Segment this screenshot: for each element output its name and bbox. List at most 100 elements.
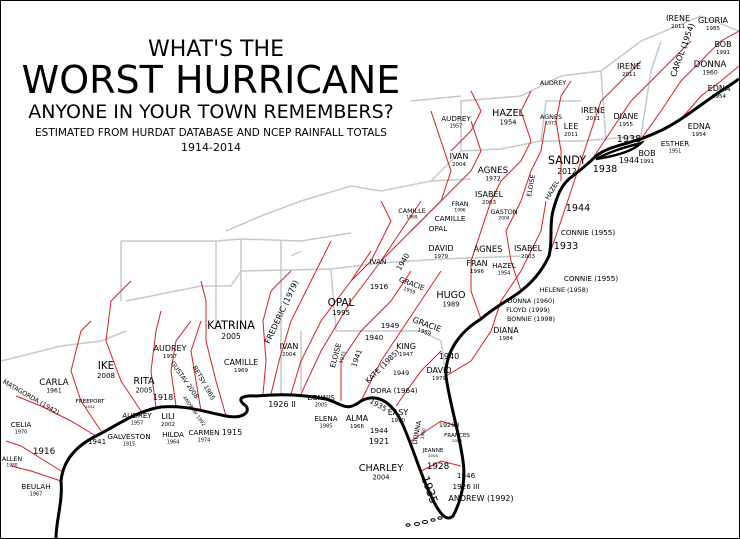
- hurricane-name: 1928: [427, 462, 449, 472]
- hurricane-label: Agnes1972: [478, 166, 509, 183]
- state-border: [541, 135, 642, 142]
- hurricane-label: 1918: [153, 393, 173, 402]
- hurricane-name: 1926 III: [453, 482, 480, 491]
- hurricane-label: Isabel2003: [514, 244, 543, 260]
- hurricane-label: 1915: [222, 428, 242, 437]
- hurricane-label: Freeport1932: [76, 399, 105, 409]
- hurricane-name: 1918: [153, 393, 173, 402]
- hurricane-track: [190, 320, 202, 412]
- hurricane-label: Audrey1957: [122, 411, 152, 426]
- hurricane-year: 1985: [706, 26, 720, 32]
- hurricane-name: Ivan: [280, 342, 299, 351]
- hurricane-year: 1954: [498, 270, 511, 276]
- hurricane-track: [680, 65, 739, 120]
- hurricane-track: [290, 250, 372, 395]
- hurricane-name: 1941: [88, 437, 106, 446]
- hurricane-name: Lili: [161, 412, 175, 421]
- coastline: [54, 77, 739, 538]
- hurricane-year: 2011: [622, 72, 636, 78]
- hurricane-name: Opal: [328, 297, 355, 309]
- hurricane-name: Bob: [714, 40, 731, 49]
- hurricane-label: Ivan2004: [280, 342, 299, 358]
- hurricane-name: Donna: [694, 60, 727, 70]
- hurricane-name: 1935: [368, 396, 388, 413]
- hurricane-label: Allen1980: [2, 455, 23, 469]
- hurricane-label: Lee2011: [564, 122, 579, 138]
- hurricane-name: 1935: [418, 474, 440, 505]
- hurricane-year: 1969: [234, 368, 248, 374]
- hurricane-name: Connie (1955): [564, 274, 618, 283]
- hurricane-label: 1944: [566, 203, 590, 214]
- hurricane-track: [450, 90, 482, 152]
- hurricane-track: [5, 440, 62, 472]
- hurricane-year: 1955: [619, 122, 633, 128]
- hurricane-label: Bonnie (1998): [507, 315, 555, 323]
- hurricane-label: 1944: [619, 156, 639, 165]
- hurricane-name: Audrey: [441, 114, 471, 123]
- hurricane-label: Ivan2004: [450, 152, 469, 168]
- hurricane-label: Camille1969: [398, 207, 425, 221]
- hurricane-label: Beulah1967: [21, 482, 50, 497]
- hurricane-track: [360, 270, 442, 402]
- hurricane-year: 1972: [485, 176, 501, 183]
- state-border: [330, 268, 431, 332]
- hurricane-year: 1979: [434, 254, 448, 260]
- hurricane-name: 1916: [370, 282, 389, 291]
- hurricane-label: Celia1970: [11, 420, 32, 435]
- hurricane-year: 1964: [167, 439, 180, 445]
- hurricane-label: Irene2011: [666, 14, 690, 30]
- hurricane-name: Connie (1955): [561, 228, 615, 237]
- hurricane-label: Bob1991: [714, 40, 731, 56]
- hurricane-name: Irene: [581, 106, 605, 115]
- hurricane-label: 1944: [370, 426, 389, 435]
- hurricane-year: 1991: [640, 159, 654, 165]
- hurricane-track: [270, 240, 332, 395]
- hurricane-year: 1995: [332, 308, 350, 317]
- hurricane-label: Gloria1985: [698, 16, 729, 32]
- hurricane-name: Beulah: [21, 482, 50, 491]
- hurricane-label: Katrina2005: [207, 319, 255, 341]
- hurricane-name: Agnes: [540, 113, 562, 121]
- hurricane-name: 1944: [566, 203, 590, 214]
- hurricane-label: 1926 III: [453, 482, 480, 491]
- hurricane-label: Sandy2012: [548, 154, 586, 176]
- hurricane-label: David1979: [429, 244, 454, 260]
- hurricane-label: Easy1950: [388, 408, 409, 424]
- hurricane-label: Hilda1964: [162, 430, 184, 445]
- hurricane-name: Camille: [398, 207, 425, 215]
- hurricane-year: 1959: [416, 327, 432, 338]
- state-border: [600, 70, 607, 142]
- hurricane-label: 1928: [427, 462, 449, 472]
- hurricane-label: King1947: [396, 342, 416, 358]
- hurricane-name: Fran: [466, 259, 487, 268]
- hurricane-year: 1969: [406, 215, 417, 221]
- hurricane-track: [555, 80, 572, 181]
- hurricane-name: Galveston: [107, 432, 150, 441]
- hurricane-name: Camille: [435, 214, 466, 223]
- hurricane-year: 1961: [46, 388, 62, 395]
- hurricane-name: Dora (1964): [371, 386, 418, 395]
- hurricane-year: 1915: [123, 441, 136, 447]
- hurricane-name: Fran: [451, 200, 468, 208]
- hurricane-name: Esther: [661, 139, 689, 148]
- hurricane-year: 1996: [470, 269, 484, 275]
- year-range: 1914-2014: [181, 141, 241, 154]
- hurricane-label: 1935: [368, 396, 388, 413]
- hurricane-label: Audrey: [540, 79, 566, 87]
- hurricane-year: 1970: [15, 429, 28, 435]
- hurricane-label: 1916: [33, 447, 56, 457]
- hurricane-year: 2003: [482, 200, 496, 206]
- hurricane-label: 1921: [369, 437, 389, 446]
- hurricane-name: Hazel: [492, 108, 524, 119]
- hurricane-year: 1984: [499, 336, 513, 342]
- hurricane-year: 1932: [85, 404, 95, 409]
- hurricane-label: Edna1954: [708, 84, 731, 100]
- hurricane-label: Bob1991: [638, 149, 655, 165]
- hurricane-year: 1980: [6, 463, 17, 469]
- hurricane-name: Gloria: [698, 16, 729, 25]
- hurricane-label: Agnes1972: [540, 113, 562, 127]
- hurricane-track: [350, 200, 392, 282]
- hurricane-name: Edna: [688, 122, 711, 131]
- hurricane-label: 1946: [457, 471, 476, 480]
